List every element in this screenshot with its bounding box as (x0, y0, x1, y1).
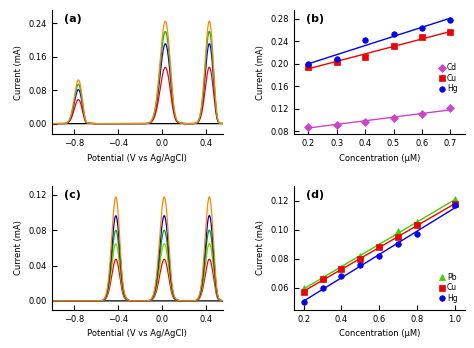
Text: (b): (b) (306, 14, 324, 24)
Y-axis label: Current (mA): Current (mA) (256, 220, 265, 275)
Cd (305, 125, 311, 129)
Cu (305, 65, 311, 69)
Cu (447, 30, 453, 34)
Pb (338, 266, 344, 270)
Cd (362, 120, 368, 124)
Cu (338, 267, 344, 271)
Cd (419, 112, 425, 117)
Hg (334, 57, 339, 61)
Pb (301, 286, 306, 290)
Cu (357, 257, 363, 261)
Legend: Pb, Cu, Hg: Pb, Cu, Hg (436, 270, 461, 306)
Line: Cu: Cu (306, 29, 453, 70)
Cu (334, 60, 339, 64)
Cu (376, 245, 382, 249)
Hg (452, 203, 458, 207)
X-axis label: Concentration (μM): Concentration (μM) (338, 329, 420, 338)
Hg (319, 286, 325, 290)
Hg (376, 254, 382, 258)
Line: Hg: Hg (306, 17, 453, 67)
Y-axis label: Current (mA): Current (mA) (14, 45, 23, 100)
Cu (419, 35, 425, 40)
Cd (391, 116, 396, 120)
Hg (391, 32, 396, 36)
Line: Cu: Cu (301, 201, 458, 295)
X-axis label: Potential (V vs Ag/AgCl): Potential (V vs Ag/AgCl) (87, 329, 187, 338)
Hg (447, 18, 453, 22)
Cu (319, 277, 325, 281)
Text: (a): (a) (64, 14, 82, 24)
Pb (376, 244, 382, 248)
Cd (334, 122, 339, 127)
Text: (c): (c) (64, 190, 81, 200)
Cu (452, 201, 458, 206)
Hg (414, 232, 420, 236)
Y-axis label: Current (mA): Current (mA) (256, 45, 265, 100)
Pb (357, 254, 363, 258)
Line: Cd: Cd (306, 105, 453, 129)
Hg (419, 26, 425, 31)
X-axis label: Potential (V vs Ag/AgCl): Potential (V vs Ag/AgCl) (87, 153, 187, 163)
Cu (395, 235, 401, 239)
Cu (362, 55, 368, 59)
Cu (391, 44, 396, 48)
Hg (338, 274, 344, 278)
Pb (319, 276, 325, 280)
Legend: Cd, Cu, Hg: Cd, Cu, Hg (436, 60, 461, 96)
Hg (395, 242, 401, 246)
Cu (301, 290, 306, 294)
Hg (305, 62, 311, 66)
Hg (362, 38, 368, 42)
Hg (301, 300, 306, 304)
Pb (452, 197, 458, 201)
Line: Pb: Pb (301, 196, 458, 291)
Y-axis label: Current (mA): Current (mA) (14, 220, 23, 275)
X-axis label: Concentration (μM): Concentration (μM) (338, 153, 420, 163)
Cu (414, 223, 420, 228)
Pb (414, 220, 420, 224)
Line: Hg: Hg (301, 202, 458, 305)
Hg (357, 262, 363, 267)
Pb (395, 229, 401, 233)
Cd (447, 106, 453, 110)
Text: (d): (d) (306, 190, 324, 200)
